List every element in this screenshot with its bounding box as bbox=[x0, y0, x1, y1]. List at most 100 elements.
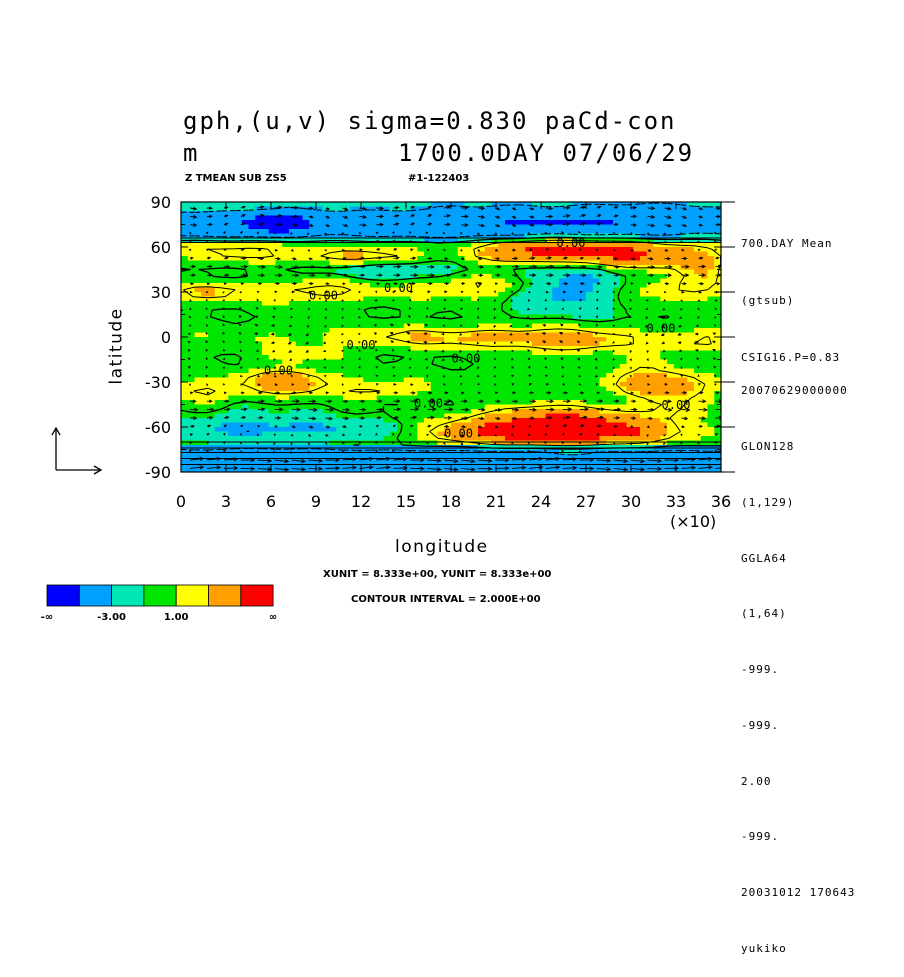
field-cell bbox=[384, 265, 391, 270]
field-cell bbox=[613, 459, 620, 464]
field-cell bbox=[498, 297, 505, 302]
field-cell bbox=[309, 369, 316, 374]
field-cell bbox=[417, 436, 424, 441]
field-cell bbox=[465, 373, 472, 378]
field-cell bbox=[309, 355, 316, 360]
field-cell bbox=[640, 373, 647, 378]
field-cell bbox=[181, 364, 188, 369]
field-cell bbox=[222, 355, 229, 360]
field-cell bbox=[357, 373, 364, 378]
field-cell bbox=[282, 274, 289, 279]
field-cell bbox=[620, 369, 627, 374]
field-cell bbox=[357, 243, 364, 248]
field-cell bbox=[539, 274, 546, 279]
field-cell bbox=[485, 418, 492, 423]
field-cell bbox=[600, 373, 607, 378]
field-cell bbox=[458, 220, 465, 225]
field-cell bbox=[519, 418, 526, 423]
field-cell bbox=[492, 369, 499, 374]
field-cell bbox=[525, 387, 532, 392]
field-cell bbox=[215, 328, 222, 333]
field-cell bbox=[303, 369, 310, 374]
field-cell bbox=[546, 355, 553, 360]
field-cell bbox=[444, 373, 451, 378]
field-cell bbox=[647, 252, 654, 257]
field-cell bbox=[336, 261, 343, 266]
field-cell bbox=[708, 436, 715, 441]
field-cell bbox=[451, 297, 458, 302]
field-cell bbox=[485, 247, 492, 252]
field-cell bbox=[539, 229, 546, 234]
field-cell bbox=[235, 252, 242, 257]
field-cell bbox=[492, 279, 499, 284]
field-cell bbox=[336, 216, 343, 221]
field-cell bbox=[525, 270, 532, 275]
field-cell bbox=[606, 423, 613, 428]
field-cell bbox=[235, 436, 242, 441]
field-cell bbox=[195, 360, 202, 365]
field-cell bbox=[539, 391, 546, 396]
field-cell bbox=[654, 211, 661, 216]
field-cell bbox=[262, 301, 269, 306]
field-cell bbox=[532, 364, 539, 369]
field-cell bbox=[451, 391, 458, 396]
field-cell bbox=[181, 369, 188, 374]
field-cell bbox=[215, 441, 222, 446]
field-cell bbox=[660, 261, 667, 266]
field-cell bbox=[640, 382, 647, 387]
field-cell bbox=[674, 391, 681, 396]
field-cell bbox=[296, 229, 303, 234]
field-cell bbox=[417, 333, 424, 338]
field-cell bbox=[654, 220, 661, 225]
field-cell bbox=[620, 378, 627, 383]
field-cell bbox=[687, 351, 694, 356]
field-cell bbox=[309, 220, 316, 225]
field-cell bbox=[208, 382, 215, 387]
field-cell bbox=[721, 328, 728, 333]
field-cell bbox=[282, 427, 289, 432]
field-cell bbox=[276, 324, 283, 329]
field-cell bbox=[505, 436, 512, 441]
field-cell bbox=[255, 261, 262, 266]
field-cell bbox=[438, 252, 445, 257]
field-cell bbox=[654, 463, 661, 468]
field-cell bbox=[323, 333, 330, 338]
field-cell bbox=[215, 279, 222, 284]
field-cell bbox=[512, 328, 519, 333]
field-cell bbox=[404, 225, 411, 230]
field-cell bbox=[640, 243, 647, 248]
field-cell bbox=[336, 418, 343, 423]
field-cell bbox=[363, 360, 370, 365]
field-cell bbox=[431, 216, 438, 221]
field-cell bbox=[323, 459, 330, 464]
field-cell bbox=[438, 283, 445, 288]
field-cell bbox=[249, 369, 256, 374]
field-cell bbox=[498, 378, 505, 383]
field-cell bbox=[404, 378, 411, 383]
field-cell bbox=[309, 337, 316, 342]
field-cell bbox=[262, 310, 269, 315]
field-cell bbox=[586, 387, 593, 392]
field-cell bbox=[195, 243, 202, 248]
field-cell bbox=[498, 396, 505, 401]
field-cell bbox=[458, 337, 465, 342]
field-cell bbox=[282, 436, 289, 441]
field-cell bbox=[188, 423, 195, 428]
field-cell bbox=[363, 211, 370, 216]
field-cell bbox=[188, 382, 195, 387]
field-cell bbox=[397, 378, 404, 383]
field-cell bbox=[606, 391, 613, 396]
field-cell bbox=[465, 283, 472, 288]
field-cell bbox=[451, 279, 458, 284]
field-cell bbox=[309, 351, 316, 356]
field-cell bbox=[323, 463, 330, 468]
field-cell bbox=[539, 283, 546, 288]
field-cell bbox=[235, 261, 242, 266]
field-cell bbox=[363, 423, 370, 428]
field-cell bbox=[512, 436, 519, 441]
field-cell bbox=[654, 351, 661, 356]
field-cell bbox=[701, 324, 708, 329]
field-cell bbox=[417, 387, 424, 392]
field-cell bbox=[465, 288, 472, 293]
field-cell bbox=[627, 436, 634, 441]
